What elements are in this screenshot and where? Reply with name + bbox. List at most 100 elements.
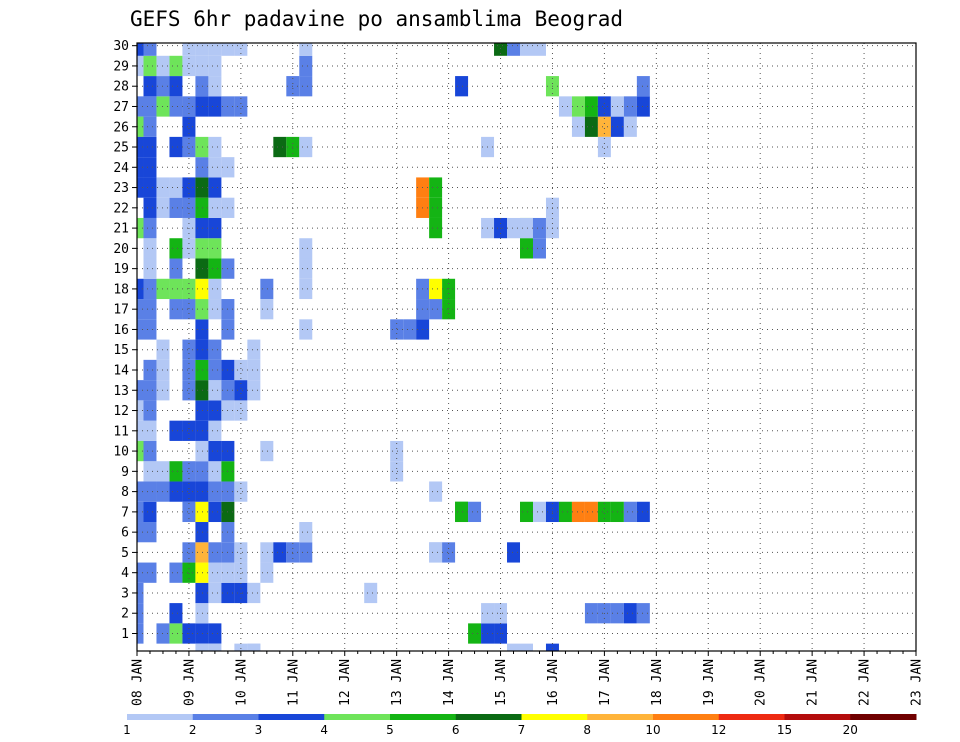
chart-title: GEFS 6hr padavine po ansamblima Beograd xyxy=(130,7,623,31)
heatmap-cell xyxy=(195,522,209,543)
heatmap-cell xyxy=(137,217,144,239)
heatmap-cell xyxy=(195,440,209,462)
heatmap-cell xyxy=(208,339,222,360)
heatmap-cell xyxy=(195,258,209,279)
heatmap-cell xyxy=(571,116,585,137)
heatmap-cell xyxy=(299,76,313,97)
heatmap-cell xyxy=(169,76,183,97)
heatmap-cell xyxy=(143,76,157,97)
x-tick-label: 12 JAN xyxy=(338,659,353,706)
heatmap-cell xyxy=(208,623,222,644)
heatmap-cell xyxy=(234,43,248,56)
heatmap-cell xyxy=(208,217,222,239)
y-tick-label: 29 xyxy=(113,59,129,74)
heatmap-cell xyxy=(208,238,222,259)
heatmap-cell xyxy=(137,136,144,158)
heatmap-cell xyxy=(169,603,183,624)
y-tick-label: 3 xyxy=(121,586,129,601)
heatmap-cell xyxy=(571,501,585,523)
heatmap-cell xyxy=(195,43,209,56)
y-tick-label: 9 xyxy=(121,465,129,480)
colorbar-label: 5 xyxy=(386,723,394,737)
heatmap-cell xyxy=(403,319,417,340)
heatmap-cell xyxy=(137,522,144,543)
heatmap-cell xyxy=(584,96,598,117)
colorbar-label: 6 xyxy=(452,723,460,737)
heatmap-cell xyxy=(182,116,196,137)
heatmap-cell xyxy=(429,299,443,320)
heatmap-cell xyxy=(247,380,261,401)
heatmap-cell xyxy=(195,542,209,563)
heatmap-cell xyxy=(468,623,482,644)
heatmap-cell xyxy=(260,440,274,462)
heatmap-cell xyxy=(137,116,144,137)
heatmap-cell xyxy=(507,542,521,563)
heatmap-cell xyxy=(520,43,533,56)
heatmap-cell xyxy=(429,481,443,502)
x-tick-label: 15 JAN xyxy=(494,659,509,706)
heatmap-cell xyxy=(143,501,157,523)
heatmap-cell xyxy=(195,177,209,198)
heatmap-cell xyxy=(195,96,209,117)
heatmap-cell xyxy=(137,501,144,523)
heatmap-cell xyxy=(532,501,546,523)
colorbar-segment xyxy=(587,714,654,720)
heatmap-cell xyxy=(532,217,546,239)
heatmap-cell xyxy=(169,461,183,482)
heatmap-cell xyxy=(195,380,209,401)
heatmap-cell xyxy=(429,197,443,218)
heatmap-cell xyxy=(195,157,209,178)
heatmap-cell xyxy=(636,603,650,624)
heatmap-cell xyxy=(143,562,157,583)
heatmap-cell xyxy=(143,116,157,137)
heatmap-cell xyxy=(143,299,157,320)
heatmap-cell xyxy=(208,461,222,482)
heatmap-cell xyxy=(299,238,313,259)
heatmap-cell xyxy=(195,643,209,651)
heatmap-cell xyxy=(182,420,196,441)
colorbar-segment xyxy=(850,714,917,720)
colorbar-label: 20 xyxy=(843,723,858,737)
heatmap-cell xyxy=(520,238,533,259)
colorbar-label: 1 xyxy=(123,723,131,737)
heatmap-cell xyxy=(137,299,144,320)
x-tick-label: 16 JAN xyxy=(546,659,561,706)
heatmap-cell xyxy=(137,43,144,56)
heatmap-cell xyxy=(623,501,637,523)
y-tick-label: 22 xyxy=(113,201,129,216)
heatmap-cell xyxy=(273,136,287,158)
heatmap-cell xyxy=(195,461,209,482)
heatmap-cell xyxy=(520,217,533,239)
heatmap-cell xyxy=(299,319,313,340)
heatmap-cell xyxy=(429,177,443,198)
y-tick-label: 7 xyxy=(121,505,129,520)
heatmap-cell xyxy=(182,43,196,56)
heatmap-cell xyxy=(208,96,222,117)
heatmap-cell xyxy=(208,582,222,604)
heatmap-cell xyxy=(182,339,196,360)
heatmap-cell xyxy=(234,643,248,651)
heatmap-cell xyxy=(182,197,196,218)
y-tick-label: 14 xyxy=(113,363,129,378)
heatmap-cell xyxy=(208,380,222,401)
colorbar-segment xyxy=(390,714,457,720)
heatmap-cell xyxy=(520,643,533,651)
heatmap-cell xyxy=(143,440,157,462)
heatmap-cell xyxy=(195,278,209,300)
heatmap-cell xyxy=(208,55,222,77)
heatmap-cell xyxy=(182,359,196,381)
y-tick-label: 26 xyxy=(113,120,129,135)
colorbar: 1 2 3 4 5 6 7 8 10 12 15 20 xyxy=(123,714,917,737)
heatmap-cell xyxy=(182,501,196,523)
colorbar-segment xyxy=(521,714,588,720)
heatmap-cell xyxy=(623,603,637,624)
heatmap-cell xyxy=(137,623,144,644)
heatmap-cell xyxy=(520,501,533,523)
heatmap-cell xyxy=(195,623,209,644)
heatmap-cell xyxy=(545,643,559,651)
heatmap-cell xyxy=(208,440,222,462)
heatmap-cell xyxy=(208,420,222,441)
heatmap-cell xyxy=(636,501,650,523)
heatmap-cell xyxy=(532,43,546,56)
